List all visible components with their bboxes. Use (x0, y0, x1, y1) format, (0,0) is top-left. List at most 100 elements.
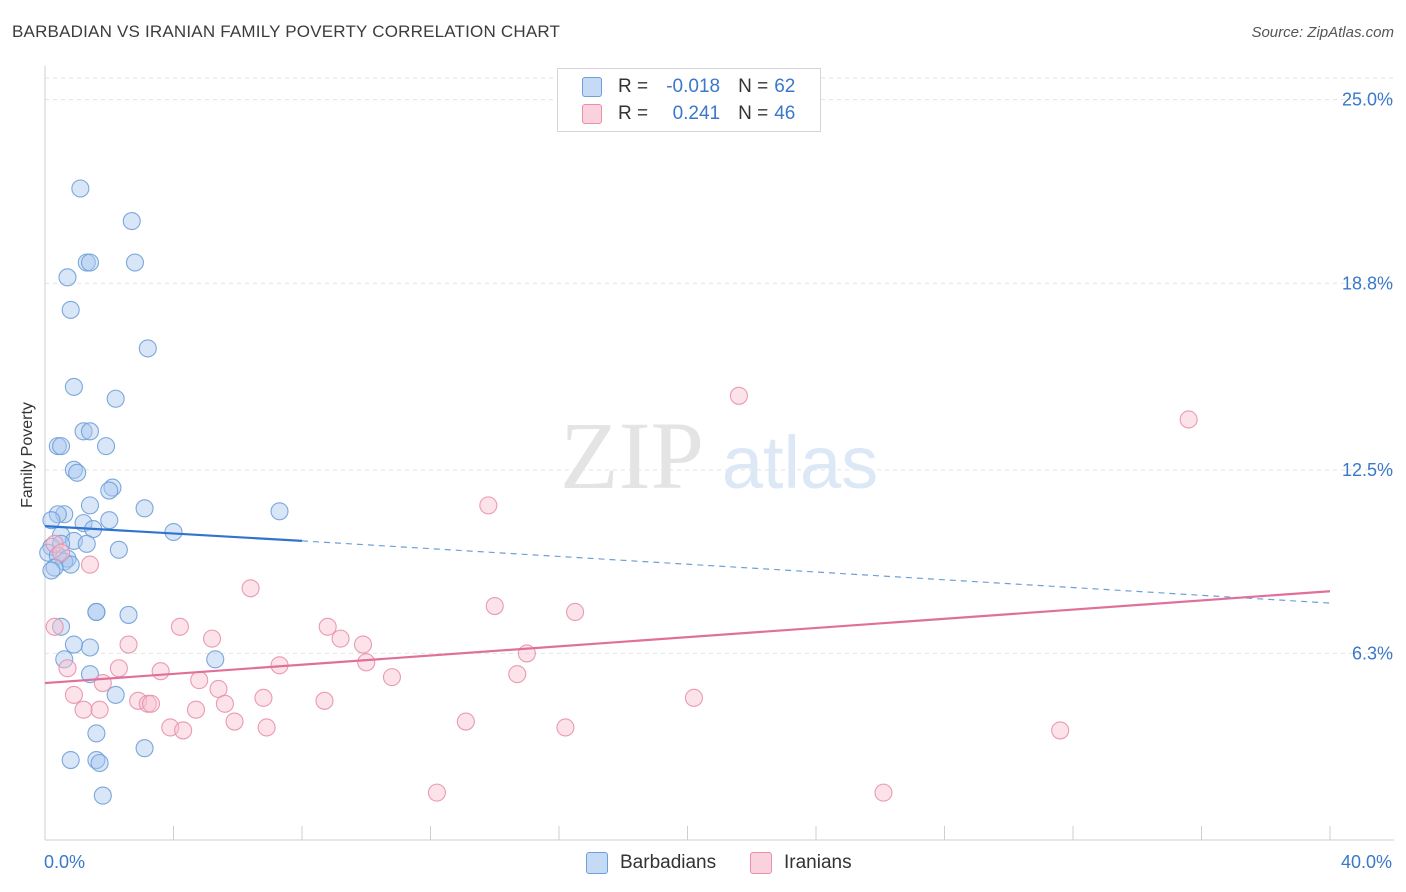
trendline-barbadians-solid (44, 524, 303, 542)
point-barbadians (100, 511, 119, 530)
series-legend-iranians[interactable]: Iranians (750, 852, 852, 874)
watermark-zip: ZIP (560, 402, 704, 509)
point-iranians (109, 659, 128, 678)
point-iranians (479, 496, 498, 515)
y-tick-label: 6.3% (1352, 643, 1393, 663)
point-barbadians (206, 650, 225, 669)
point-iranians (190, 671, 209, 690)
point-barbadians (64, 377, 83, 396)
legend-r-label: R = (618, 76, 649, 97)
point-iranians (485, 597, 504, 616)
series-label-iranians: Iranians (784, 852, 852, 873)
point-iranians (215, 694, 234, 713)
point-iranians (151, 662, 170, 681)
point-barbadians (80, 638, 100, 657)
legend-row-barbadians: R = -0.018 N = 62 (582, 75, 795, 99)
legend-r-value: 0.241 (672, 103, 721, 124)
point-barbadians (100, 481, 119, 500)
series-swatch-barbadians (586, 852, 608, 874)
legend-n-value: 46 (774, 103, 796, 124)
point-iranians (52, 543, 71, 562)
point-barbadians (80, 665, 100, 684)
point-barbadians (61, 750, 80, 770)
point-iranians (427, 783, 446, 802)
point-iranians (353, 635, 373, 654)
point-barbadians (138, 339, 157, 358)
point-barbadians (64, 635, 83, 654)
point-barbadians (93, 786, 112, 805)
legend-swatch-barbadians (582, 77, 602, 97)
point-iranians (1051, 721, 1070, 740)
point-iranians (203, 629, 222, 648)
point-iranians (45, 534, 64, 553)
point-barbadians (71, 179, 90, 198)
y-tick-label: 25.0% (1342, 90, 1393, 110)
legend-r-value: -0.018 (666, 76, 721, 97)
point-iranians (556, 718, 575, 737)
point-iranians (382, 668, 402, 687)
point-barbadians (103, 478, 122, 497)
point-iranians (315, 691, 334, 710)
point-iranians (170, 617, 189, 636)
point-barbadians (87, 724, 106, 743)
point-barbadians (58, 268, 77, 287)
legend-n-label: N = (738, 103, 769, 124)
point-iranians (80, 555, 100, 574)
point-iranians (566, 602, 585, 622)
point-barbadians (164, 522, 183, 542)
point-iranians (119, 635, 138, 654)
x-tick-label-max: 40.0% (1340, 852, 1392, 872)
legend-r-label: R = (618, 103, 649, 124)
point-iranians (64, 685, 83, 704)
point-iranians (174, 721, 193, 740)
point-iranians (874, 783, 893, 802)
series-legend-barbadians[interactable]: Barbadians (586, 852, 716, 874)
point-barbadians (42, 511, 61, 530)
legend-row-iranians: R = 0.241 N = 46 (582, 102, 795, 126)
point-barbadians (122, 212, 141, 231)
correlation-legend: R = -0.018 N = 62 R = 0.241 N = 46 (557, 68, 821, 132)
y-tick-label: 12.5% (1342, 460, 1393, 480)
point-barbadians (77, 534, 96, 553)
y-axis-label: Family Poverty (19, 402, 36, 508)
point-barbadians (42, 561, 61, 580)
series-legend: Barbadians Iranians (0, 852, 1406, 876)
point-barbadians (52, 617, 71, 636)
point-barbadians (80, 422, 100, 441)
point-barbadians (80, 253, 100, 272)
point-barbadians (74, 422, 93, 441)
y-tick-label: 18.8% (1342, 273, 1393, 293)
point-iranians (331, 629, 350, 648)
point-iranians (729, 386, 748, 405)
point-iranians (1179, 410, 1198, 429)
point-iranians (90, 700, 109, 719)
point-iranians (684, 688, 703, 707)
point-barbadians (106, 389, 125, 408)
point-iranians (318, 617, 337, 636)
point-iranians (357, 653, 376, 672)
point-iranians (58, 659, 77, 678)
point-barbadians (119, 605, 138, 624)
trendline-barbadians-dashed (301, 540, 1331, 604)
point-iranians (254, 688, 273, 707)
point-barbadians (61, 300, 80, 319)
point-iranians (508, 665, 527, 684)
point-iranians (141, 694, 161, 713)
point-barbadians (96, 437, 116, 456)
point-barbadians (87, 602, 106, 622)
point-iranians (93, 673, 112, 693)
point-iranians (74, 700, 93, 719)
point-barbadians (80, 496, 100, 515)
series-swatch-iranians (750, 852, 772, 874)
point-barbadians (125, 253, 144, 272)
point-iranians (45, 617, 64, 636)
point-barbadians (106, 685, 125, 704)
legend-swatch-iranians (582, 104, 602, 124)
legend-n-value: 62 (774, 76, 796, 97)
point-barbadians (68, 463, 87, 482)
source-label: Source: ZipAtlas.com (1251, 24, 1394, 41)
point-barbadians (135, 499, 154, 518)
point-iranians (186, 700, 206, 719)
point-barbadians (270, 502, 289, 521)
